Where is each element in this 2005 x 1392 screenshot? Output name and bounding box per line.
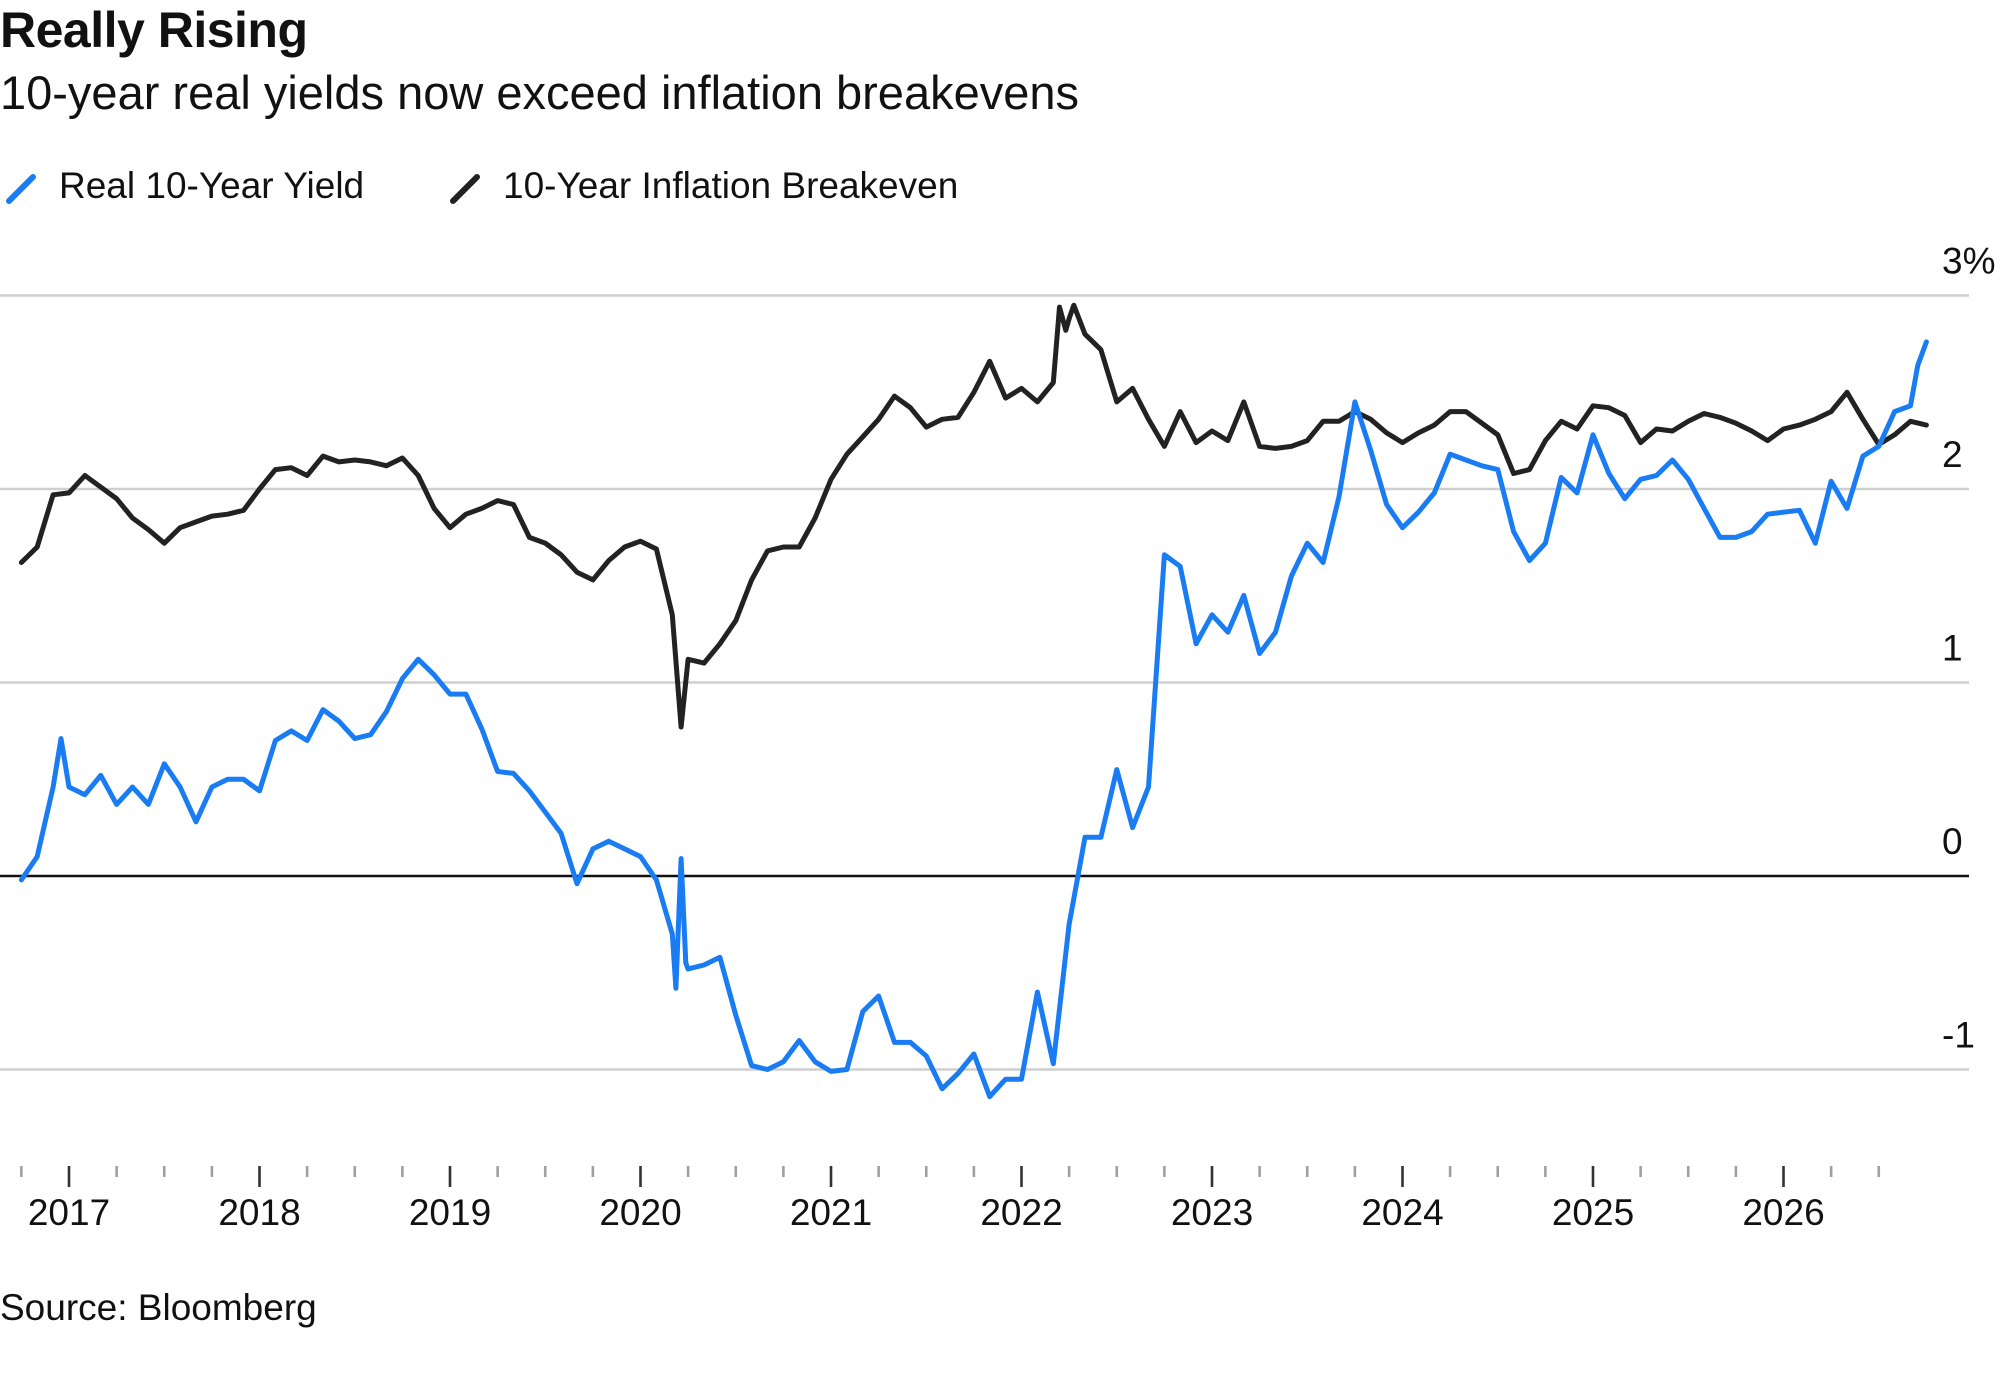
x-tick-label: 2018: [218, 1192, 300, 1233]
x-tick-label: 2017: [28, 1192, 110, 1233]
x-tick-label: 2022: [980, 1192, 1062, 1233]
chart-subtitle: 10-year real yields now exceed inflation…: [0, 66, 1080, 119]
legend-label-real-10-year-yield: Real 10-Year Yield: [59, 165, 365, 206]
series-line-real-10-year-yield: [18, 339, 1929, 1100]
x-axis: 2017 2018 2019 2020 2021 2022 2023 2024 2025 2026: [20, 1166, 1881, 1233]
x-tick-label: 2021: [790, 1192, 872, 1233]
legend-swatch-10-year-inflation-breakeven: [450, 174, 480, 204]
x-tick-label: 2023: [1171, 1192, 1253, 1233]
gridlines: [0, 294, 1969, 1071]
x-tick-label: 2024: [1361, 1192, 1443, 1233]
chart-source: Source: Bloomberg: [0, 1287, 317, 1328]
y-tick-label: 3%: [1942, 241, 1995, 282]
series-line-10-year-inflation-breakeven: [18, 302, 1929, 730]
y-axis-labels: 3% 2 1 0 -1: [1942, 241, 1995, 1056]
chart-title: Really Rising: [0, 2, 308, 58]
y-tick-label: 2: [1942, 434, 1963, 475]
y-tick-label: 0: [1942, 821, 1963, 862]
x-tick-label: 2020: [599, 1192, 681, 1233]
legend-swatch-real-10-year-yield: [6, 174, 36, 204]
series-lines: [18, 302, 1929, 1100]
y-tick-label: 1: [1942, 628, 1963, 669]
legend-label-10-year-inflation-breakeven: 10-Year Inflation Breakeven: [503, 165, 959, 206]
x-tick-label: 2026: [1742, 1192, 1824, 1233]
y-tick-label: -1: [1942, 1015, 1975, 1056]
x-tick-label: 2019: [409, 1192, 491, 1233]
chart-legend: Real 10-Year Yield 10-Year Inflation Bre…: [0, 164, 1100, 208]
x-tick-label: 2025: [1552, 1192, 1634, 1233]
